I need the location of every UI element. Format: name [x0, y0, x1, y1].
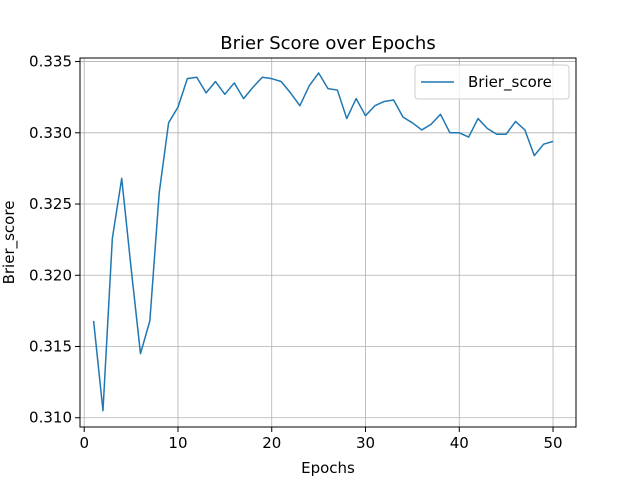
data-point	[393, 99, 395, 101]
data-point	[233, 82, 235, 84]
data-point	[102, 410, 104, 412]
x-tick-label: 50	[543, 434, 562, 452]
data-point	[149, 320, 151, 322]
data-point	[130, 267, 132, 269]
data-point	[533, 155, 535, 157]
data-point	[412, 122, 414, 124]
data-point	[224, 94, 226, 96]
data-point	[337, 89, 339, 91]
y-axis-label: Brier_score	[0, 201, 19, 285]
data-point	[421, 129, 423, 131]
data-point	[187, 78, 189, 80]
data-point	[121, 178, 123, 180]
legend-label: Brier_score	[468, 73, 552, 92]
data-point	[440, 113, 442, 115]
data-point	[477, 118, 479, 120]
chart-title: Brier Score over Epochs	[220, 33, 435, 54]
data-point	[262, 76, 264, 78]
data-point	[505, 133, 507, 135]
x-tick-label: 40	[450, 434, 469, 452]
data-point	[299, 105, 301, 107]
data-point	[280, 81, 282, 83]
data-point	[449, 132, 451, 134]
data-point	[243, 98, 245, 100]
data-point	[468, 136, 470, 138]
series-group	[92, 72, 554, 412]
data-point	[215, 81, 217, 83]
data-point	[496, 133, 498, 135]
data-point	[524, 129, 526, 131]
data-point	[543, 143, 545, 145]
legend-box	[414, 64, 570, 100]
data-point	[458, 132, 460, 134]
data-point	[112, 237, 114, 239]
data-point	[374, 105, 376, 107]
data-point	[552, 141, 554, 143]
data-point	[355, 98, 357, 100]
data-point	[318, 72, 320, 74]
y-tick-label: 0.330	[29, 124, 72, 142]
y-tick-label: 0.320	[29, 266, 72, 284]
x-tick-label: 0	[79, 434, 89, 452]
data-point	[308, 85, 310, 87]
legend: Brier_score	[414, 64, 570, 100]
data-point	[487, 128, 489, 130]
data-point	[327, 88, 329, 90]
series-line-Brier_score	[92, 72, 554, 412]
data-point	[346, 118, 348, 120]
grid-lines	[80, 58, 576, 427]
y-tick-label: 0.335	[29, 53, 72, 71]
y-tick-label: 0.315	[29, 338, 72, 356]
x-tick-label: 30	[356, 434, 375, 452]
y-tick-label: 0.325	[29, 195, 72, 213]
data-point	[383, 101, 385, 103]
data-point	[177, 106, 179, 108]
data-point	[205, 92, 207, 94]
data-point	[271, 78, 273, 80]
data-point	[140, 353, 142, 355]
data-point	[290, 92, 292, 94]
x-axis: 0 10 20 30 40 50	[79, 427, 563, 452]
x-axis-label: Epochs	[301, 459, 355, 477]
data-point	[365, 115, 367, 117]
y-axis: 0.310 0.315 0.320 0.325 0.330 0.335	[29, 53, 80, 427]
data-point	[515, 121, 517, 123]
data-point	[168, 122, 170, 124]
data-point	[196, 76, 198, 78]
data-point	[158, 192, 160, 194]
data-point	[430, 123, 432, 125]
x-tick-label: 10	[168, 434, 187, 452]
data-point	[93, 320, 95, 322]
plot-frame	[79, 57, 577, 428]
data-point	[402, 116, 404, 118]
x-tick-label: 20	[262, 434, 281, 452]
y-tick-label: 0.310	[29, 409, 72, 427]
data-point	[252, 86, 254, 88]
